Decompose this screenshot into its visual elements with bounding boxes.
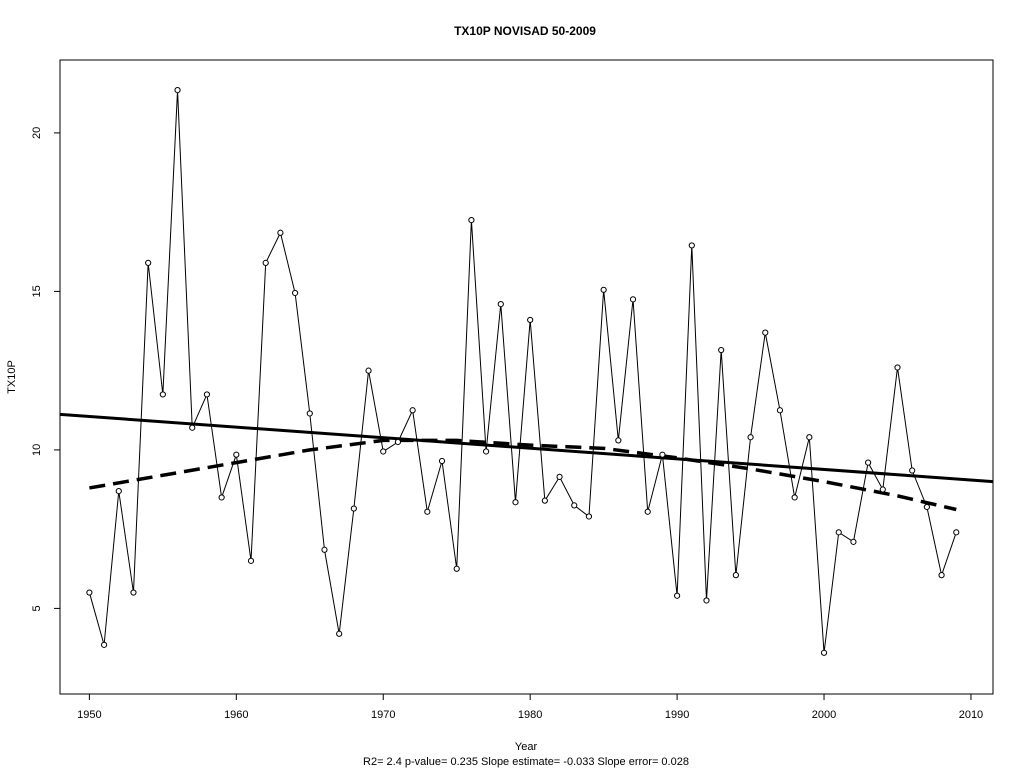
x-tick-label: 1980 [518,709,542,721]
data-point [424,508,431,515]
y-tick-label: 10 [31,444,43,456]
data-point [776,407,784,414]
data-point [189,424,196,431]
data-point [350,505,357,512]
data-point [674,592,681,599]
plot-frame [59,59,994,695]
x-tick-label: 2000 [812,709,836,721]
data-point [86,589,93,596]
data-point [512,499,519,506]
y-axis-label: TX10P [6,360,18,394]
data-point [247,557,255,564]
data-point [159,391,166,398]
x-axis: 1950 1960 1970 1980 1990 2000 2010 [77,694,983,721]
data-point [482,448,490,455]
data-point [174,87,181,94]
data-point [394,438,402,446]
data-point [747,434,754,441]
data-point [791,494,798,501]
y-tick-label: 20 [31,127,43,139]
series-line [88,90,957,653]
data-point [879,486,886,493]
data-point [203,391,211,398]
data-point [527,316,534,324]
data-point [571,502,578,509]
data-point [659,451,666,458]
linear-trend-line [59,412,994,484]
data-point [909,467,916,474]
data-point [365,367,372,374]
data-point [850,538,857,545]
data-point [688,242,695,249]
data-point [115,488,122,495]
data-point [468,216,475,224]
data-point [762,329,769,336]
data-point [820,649,828,656]
data-point [556,473,563,480]
y-axis: 5 10 15 20 [31,127,60,611]
data-point [145,259,152,266]
data-point [438,457,446,465]
data-point [732,572,739,579]
series-lines [59,90,994,653]
data-point [100,641,108,648]
data-point [497,300,504,308]
y-tick-label: 15 [31,285,43,297]
x-tick-label: 1950 [77,709,101,721]
data-point [336,630,343,637]
smoothed-trend-line [89,438,957,512]
data-point [865,459,872,466]
data-point [953,529,960,536]
x-tick-label: 1990 [665,709,689,721]
x-axis-label: Year [515,741,538,753]
data-point [923,503,930,511]
data-point [291,289,299,297]
data-point [541,497,548,504]
data-point [600,286,607,293]
data-point [703,597,710,604]
data-point [233,451,240,458]
data-point [718,346,725,354]
data-point [453,565,460,572]
x-tick-label: 1960 [224,709,248,721]
data-point [894,364,901,371]
data-point [644,508,651,515]
data-point [585,513,593,520]
data-point [306,410,313,417]
data-point [806,434,813,441]
data-point [409,407,416,414]
data-point [218,494,225,501]
x-tick-label: 1970 [371,709,395,721]
x-tick-label: 2010 [959,709,983,721]
data-point [277,229,284,236]
chart-title: TX10P NOVISAD 50-2009 [454,24,596,38]
data-point [321,546,328,553]
y-tick-label: 5 [31,605,43,611]
series-points [86,87,960,656]
data-point [835,529,842,536]
data-point [130,589,137,596]
data-point [380,448,387,455]
data-point [629,296,637,303]
regression-stats: R2= 2.4 p-value= 0.235 Slope estimate= -… [363,756,689,768]
data-point [938,572,945,579]
data-point [262,259,269,266]
data-point [615,437,622,444]
